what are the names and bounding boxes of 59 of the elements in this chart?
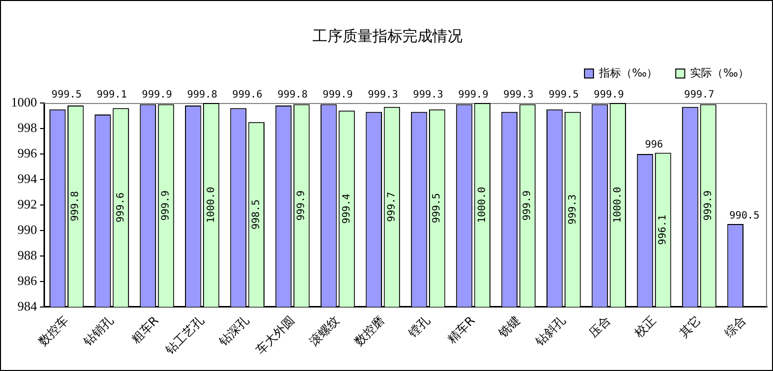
data-label: 999.9 bbox=[142, 90, 172, 101]
data-label: 1000.0 bbox=[476, 186, 488, 223]
y-tick-label: 988 bbox=[18, 247, 37, 262]
data-label: 999.9 bbox=[458, 90, 488, 101]
data-label: 999.8 bbox=[70, 191, 82, 222]
data-label: 998.5 bbox=[250, 199, 262, 230]
x-tick-label: 数控磨 bbox=[352, 313, 388, 349]
x-tick-label: 铣键 bbox=[495, 313, 523, 341]
data-label: 1000.0 bbox=[206, 186, 217, 223]
y-tick-label: 984 bbox=[18, 298, 38, 314]
y-tick-label: 992 bbox=[18, 196, 37, 212]
data-label: 999.3 bbox=[567, 194, 578, 224]
data-label: 999.8 bbox=[277, 90, 308, 101]
data-label: 999.6 bbox=[232, 90, 262, 101]
y-tick-label: 1000 bbox=[11, 94, 37, 110]
legend-label: 实际（‰） bbox=[690, 66, 750, 80]
data-label: 999.9 bbox=[160, 190, 172, 221]
data-label: 999.7 bbox=[386, 192, 398, 222]
chart-title: 工序质量指标完成情况 bbox=[312, 26, 462, 45]
x-tick-label: 钻斜孔 bbox=[532, 313, 568, 350]
data-label: 999.3 bbox=[413, 90, 444, 101]
data-label: 999.9 bbox=[322, 90, 353, 101]
legend-label: 指标（‰） bbox=[598, 66, 658, 80]
x-tick-label: 钻深孔 bbox=[216, 313, 252, 350]
data-label: 999.5 bbox=[548, 90, 579, 101]
x-tick-label: 压合 bbox=[586, 313, 614, 340]
data-label: 999.7 bbox=[684, 90, 714, 101]
y-tick-label: 986 bbox=[18, 272, 38, 288]
x-tick-label: 其它 bbox=[676, 313, 704, 340]
data-label: 996.1 bbox=[658, 214, 669, 245]
x-tick-label: 精车R bbox=[444, 313, 478, 346]
x-tick-label: 钻工艺孔 bbox=[162, 313, 206, 358]
x-tick-label: 校正 bbox=[630, 313, 658, 341]
x-tick-label: 镗孔 bbox=[404, 313, 432, 341]
y-tick-label: 996 bbox=[18, 145, 38, 160]
data-label: 999.6 bbox=[115, 192, 126, 223]
data-label: 999.9 bbox=[522, 190, 534, 221]
y-tick-label: 990 bbox=[18, 222, 37, 237]
data-label: 996 bbox=[645, 139, 664, 150]
x-tick-label: 数控车 bbox=[36, 313, 71, 349]
data-label: 999.1 bbox=[96, 90, 127, 101]
y-tick-label: 998 bbox=[18, 120, 37, 135]
x-tick-label: 车大外圆 bbox=[253, 313, 297, 358]
data-label: 999.9 bbox=[296, 190, 308, 221]
data-label: 999.5 bbox=[432, 193, 443, 224]
data-label: 999.4 bbox=[341, 194, 352, 224]
x-tick-label: 滚螺纹 bbox=[306, 313, 342, 349]
data-label: 999.3 bbox=[368, 90, 398, 101]
data-label: 999.9 bbox=[594, 90, 624, 101]
data-label: 999.3 bbox=[503, 90, 534, 101]
data-label: 999.9 bbox=[702, 190, 714, 221]
y-tick-label: 994 bbox=[18, 170, 38, 186]
data-label: 990.5 bbox=[729, 210, 760, 222]
x-tick-label: 粗车R bbox=[128, 313, 162, 346]
data-label: 999.5 bbox=[52, 90, 82, 101]
x-tick-label: 钻销孔 bbox=[80, 313, 116, 350]
x-tick-label: 综合 bbox=[722, 313, 749, 340]
data-label: 1000.0 bbox=[612, 186, 624, 223]
data-label: 999.8 bbox=[187, 90, 218, 101]
